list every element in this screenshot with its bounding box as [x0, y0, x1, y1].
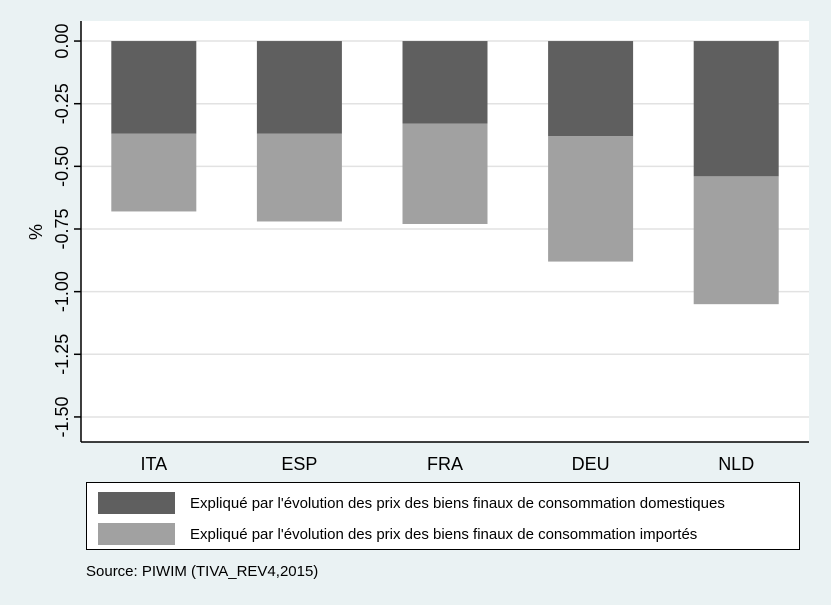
y-tick-label: -0.25: [52, 83, 72, 124]
y-tick-label: -1.50: [52, 396, 72, 437]
bar-ita-series-2: [111, 133, 197, 212]
bar-deu-series-1: [548, 41, 634, 137]
bar-nld-series-1: [693, 41, 779, 177]
legend-swatch-imported: [98, 523, 175, 545]
x-tick-label: DEU: [572, 454, 610, 474]
bar-nld-series-2: [693, 176, 779, 305]
bar-chart: 0.00 -0.25 -0.50 -0.75 -1.00 -1.25 -1.50 ITA ES…: [26, 21, 809, 474]
y-tick-label: -0.75: [52, 208, 72, 249]
x-tick-label: ESP: [281, 454, 317, 474]
legend-swatch-domestic: [98, 492, 175, 514]
bar-esp-series-2: [256, 133, 342, 222]
bars: [111, 41, 779, 305]
y-axis-label: %: [26, 224, 46, 240]
legend-label-imported: Expliqué par l'évolution des prix des bi…: [190, 525, 698, 543]
x-tick-labels: ITA ESP FRA DEU NLD: [140, 454, 754, 474]
bar-esp-series-1: [256, 41, 342, 134]
y-tick-label: -1.25: [52, 334, 72, 375]
x-tick-label: FRA: [427, 454, 463, 474]
x-tick-label: NLD: [718, 454, 754, 474]
y-tick-labels: 0.00 -0.25 -0.50 -0.75 -1.00 -1.25 -1.50: [52, 24, 81, 437]
y-tick-label: 0.00: [52, 24, 72, 59]
bar-fra-series-2: [402, 123, 488, 224]
legend-item-domestic: Expliqué par l'évolution des prix des bi…: [98, 492, 725, 514]
bar-fra-series-1: [402, 41, 488, 124]
legend-item-imported: Expliqué par l'évolution des prix des bi…: [98, 523, 697, 545]
y-tick-label: -1.00: [52, 271, 72, 312]
bar-ita-series-1: [111, 41, 197, 134]
axes: [80, 21, 809, 443]
legend-label-domestic: Expliqué par l'évolution des prix des bi…: [190, 494, 725, 512]
legend: Expliqué par l'évolution des prix des bi…: [86, 482, 800, 550]
bar-deu-series-2: [548, 136, 634, 262]
y-tick-label: -0.50: [52, 146, 72, 187]
source-note: Source: PIWIM (TIVA_REV4,2015): [86, 563, 319, 580]
x-tick-label: ITA: [140, 454, 167, 474]
